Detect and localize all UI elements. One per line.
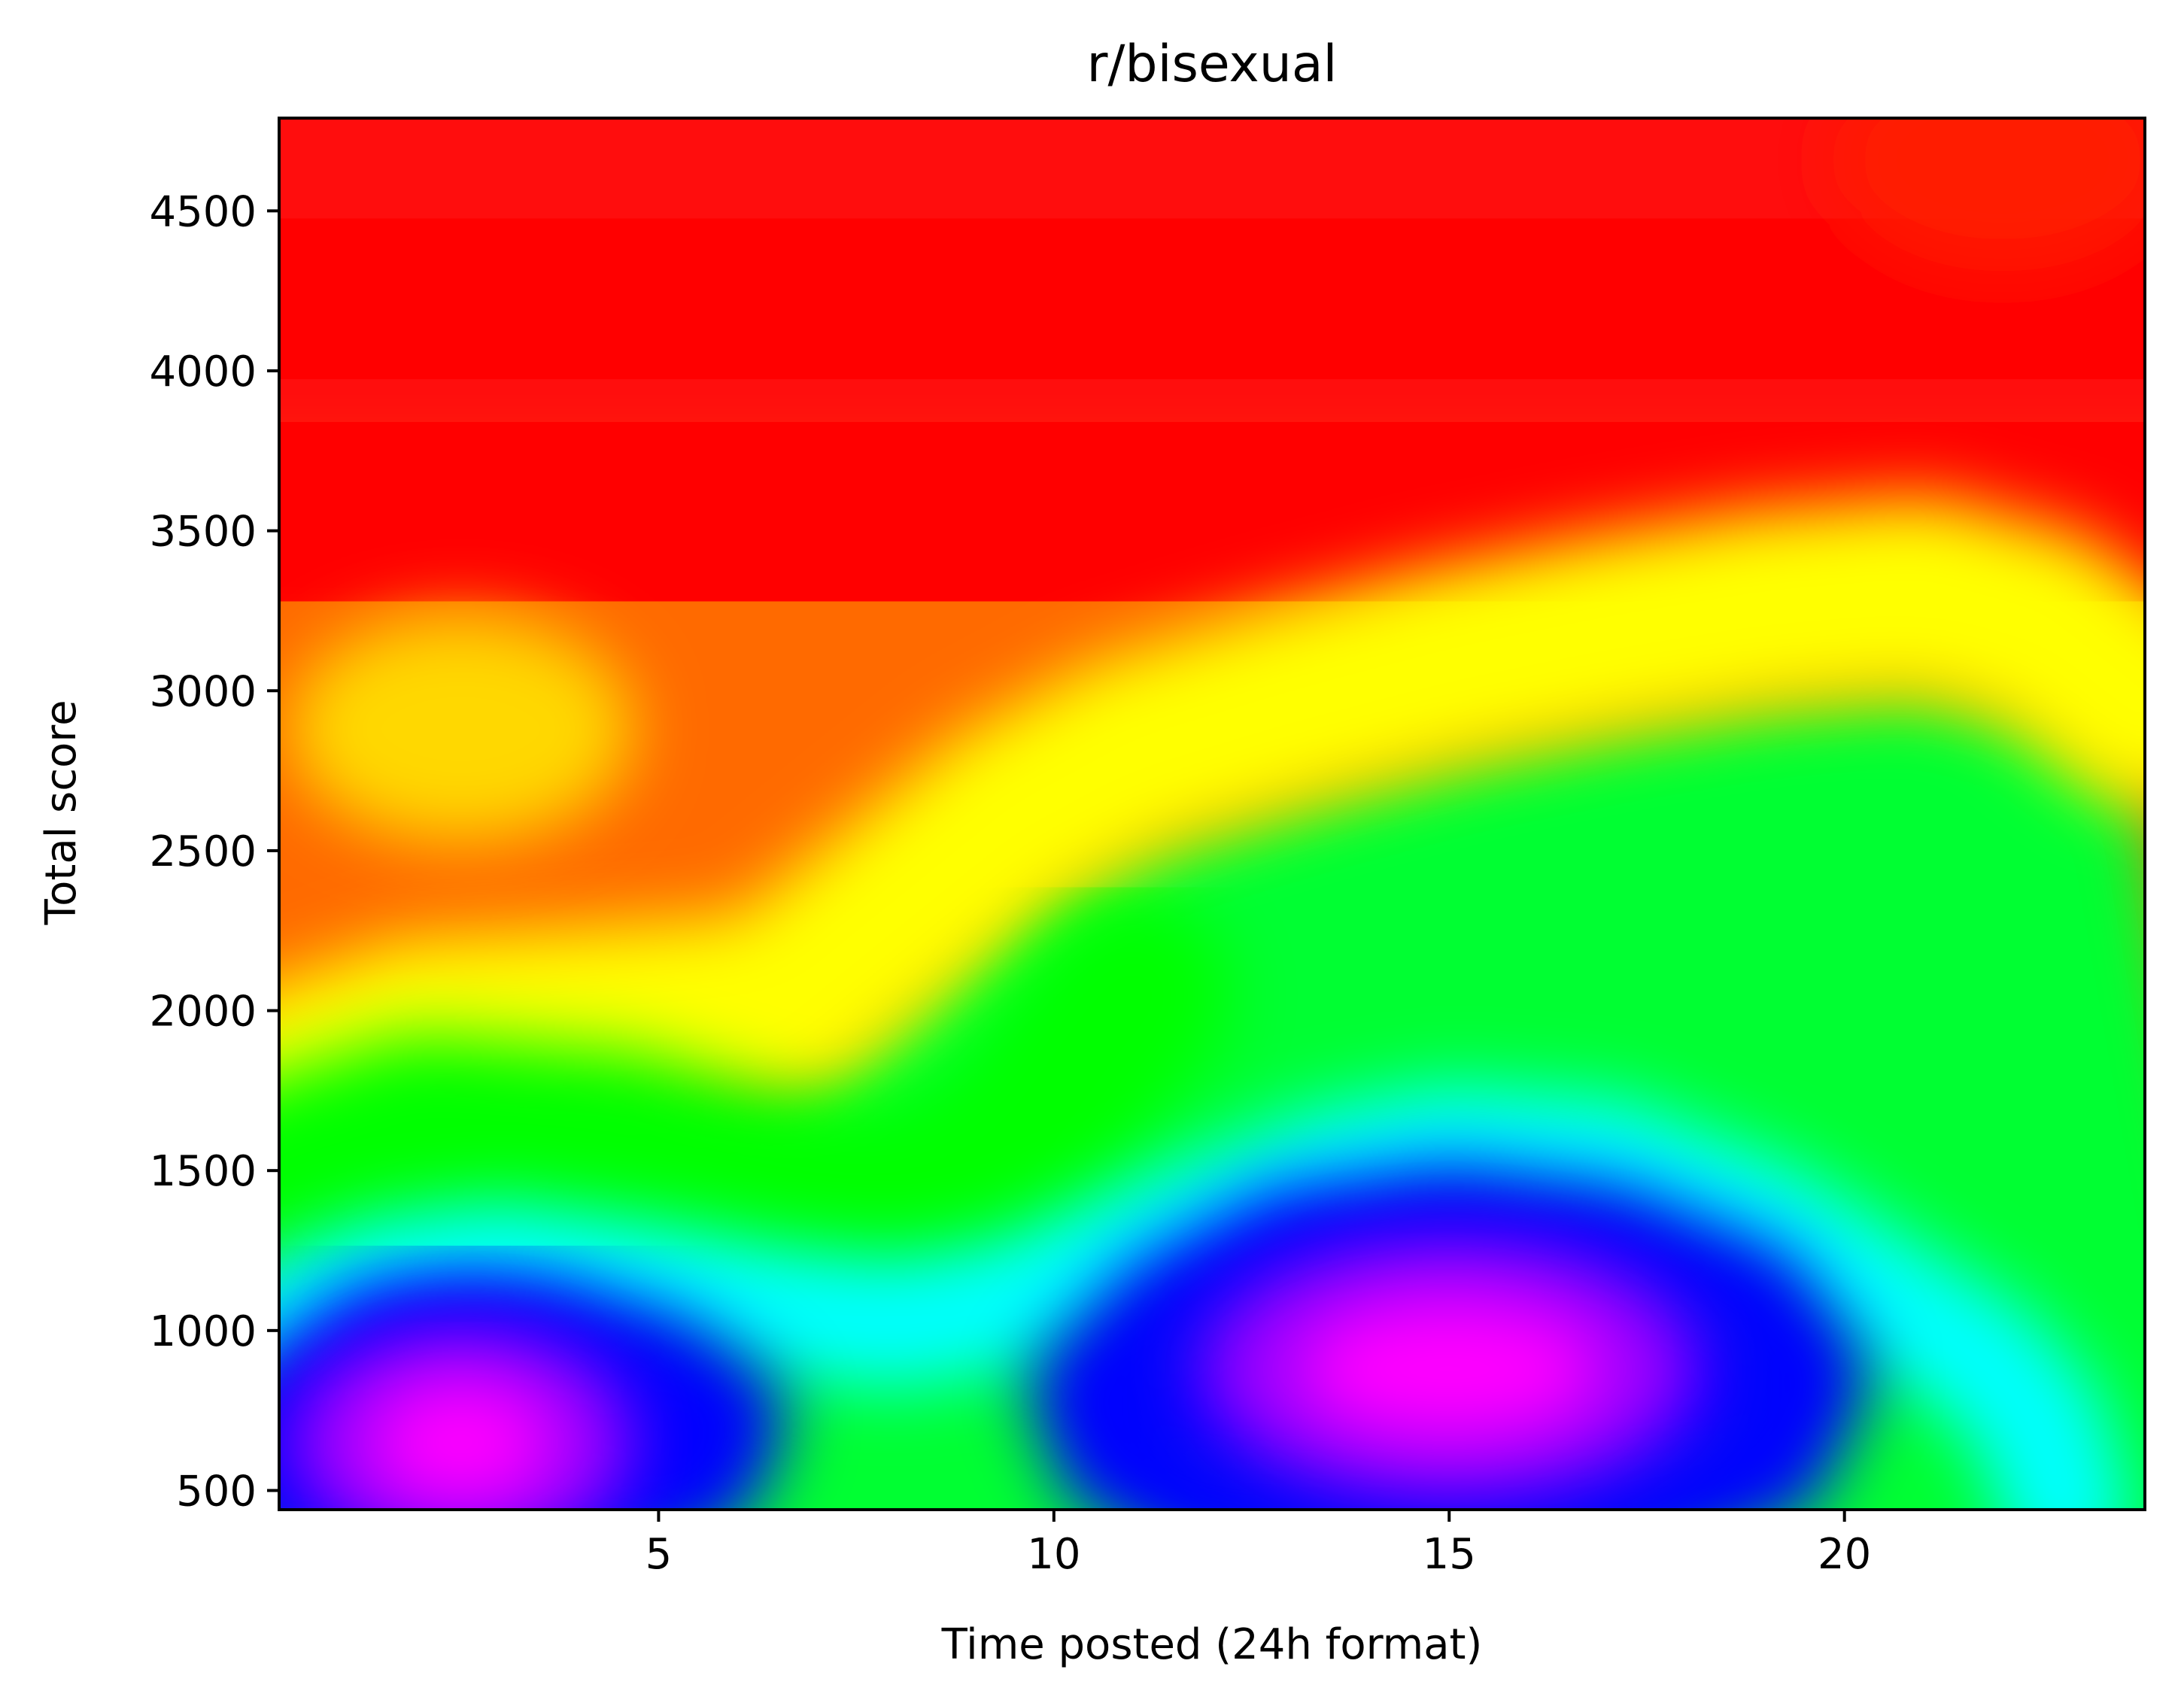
contour-yellow-0 — [279, 496, 2145, 1185]
y-tick-label: 1500 — [149, 1147, 257, 1196]
y-tick-label: 3000 — [149, 667, 257, 716]
y-tick-label: 1000 — [149, 1307, 257, 1356]
contour-red-1 — [279, 118, 2145, 535]
y-tick-label: 500 — [176, 1467, 257, 1516]
x-tick-label: 15 — [1423, 1530, 1476, 1579]
density-peak-core-0 — [370, 1382, 551, 1503]
x-tick-label: 20 — [1818, 1530, 1871, 1579]
y-tick-label: 3500 — [149, 508, 257, 557]
x-axis-label: Time posted (24h format) — [941, 1620, 1483, 1669]
density-peak-core-1 — [1299, 1301, 1600, 1437]
contour-green-0 — [279, 897, 1231, 1307]
y-tick-label: 4500 — [149, 187, 257, 236]
glow-spot-1 — [1829, 118, 2145, 273]
plot-frame — [278, 117, 2146, 1511]
x-tick-label: 5 — [645, 1530, 673, 1579]
x-axis: 5 10 15 20 — [645, 1510, 1871, 1579]
chart-title: r/bisexual — [1087, 35, 1338, 94]
glow-spot-0 — [287, 616, 634, 842]
y-tick-label: 4000 — [149, 348, 257, 396]
y-tick-label: 2500 — [149, 827, 257, 876]
density-layer — [279, 118, 2145, 1510]
y-axis-label: Total score — [37, 700, 86, 925]
plot-area — [279, 118, 2145, 1510]
x-tick-label: 10 — [1027, 1530, 1080, 1579]
y-axis: 500 1000 1500 2000 2500 3000 3500 4000 4500 — [149, 187, 279, 1516]
y-tick-label: 2000 — [149, 988, 257, 1037]
